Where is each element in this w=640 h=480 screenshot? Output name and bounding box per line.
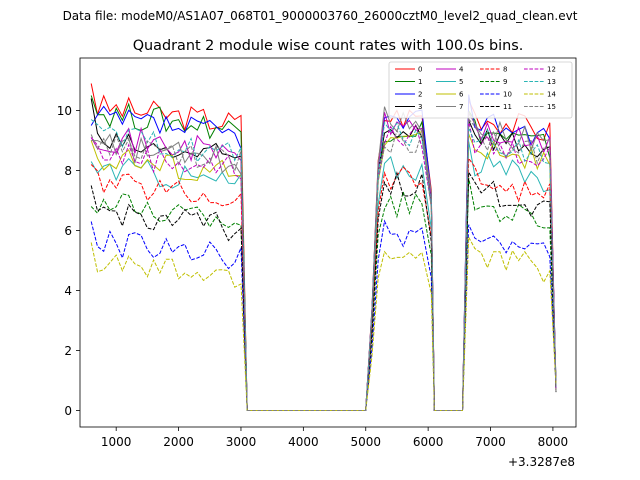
legend-label: 8 [503,66,507,74]
legend-label: 6 [459,91,464,99]
legend-label: 1 [418,78,422,86]
x-tick-label: 8000 [538,435,569,449]
y-tick-label: 4 [64,284,72,298]
y-tick-label: 8 [64,164,72,178]
legend-label: 3 [418,103,422,111]
legend-label: 9 [503,78,507,86]
y-tick-label: 0 [64,404,72,418]
legend-label: 14 [547,91,556,99]
series-layer [90,83,557,411]
legend-label: 7 [459,103,463,111]
series-line-11 [90,170,557,411]
series-line-15 [90,117,557,411]
x-tick-label: 4000 [288,435,319,449]
x-tick-label: 2000 [163,435,194,449]
series-line-14 [90,235,557,411]
x-offset-label: +3.3287e8 [508,455,575,469]
x-tick-label: 6000 [413,435,444,449]
x-tick-label: 1000 [101,435,132,449]
legend-label: 5 [459,78,463,86]
y-tick-label: 6 [64,224,72,238]
series-line-12 [90,119,557,411]
legend-label: 2 [418,91,422,99]
legend-label: 15 [547,103,556,111]
y-tick-label: 2 [64,344,72,358]
legend-label: 10 [503,91,512,99]
chart-suptitle: Data file: modeM0/AS1A07_068T01_90000037… [63,9,578,23]
axes-layer: 1000 2000 3000 4000 5000 6000 7000 8000 0 2 4 6 8 10 [57,104,568,449]
legend-label: 4 [459,66,464,74]
legend-label: 13 [547,78,556,86]
plot-frame [79,57,577,428]
x-tick-label: 3000 [226,435,257,449]
x-tick-label: 5000 [350,435,381,449]
chart-title: Quadrant 2 module wise count rates with … [133,38,524,54]
x-tick-label: 7000 [475,435,506,449]
legend-label: 0 [418,66,422,74]
legend-frame [388,61,573,119]
y-tick-label: 10 [57,104,72,118]
legend-label: 11 [503,103,512,111]
legend-label: 12 [547,66,556,74]
